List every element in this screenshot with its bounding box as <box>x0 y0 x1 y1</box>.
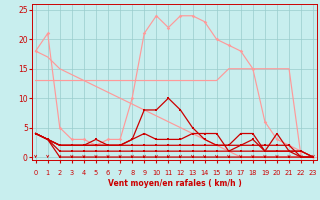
X-axis label: Vent moyen/en rafales ( km/h ): Vent moyen/en rafales ( km/h ) <box>108 179 241 188</box>
